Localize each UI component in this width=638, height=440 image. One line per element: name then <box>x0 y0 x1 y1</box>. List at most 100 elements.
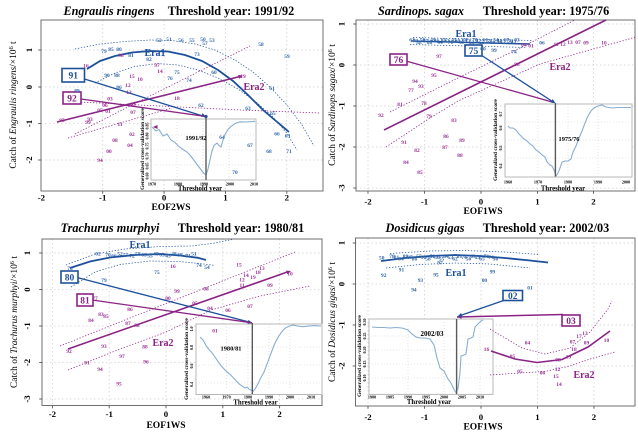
svg-text:16: 16 <box>484 347 490 353</box>
svg-text:1990: 1990 <box>404 395 412 400</box>
svg-text:77: 77 <box>408 88 414 94</box>
svg-text:81: 81 <box>128 53 134 59</box>
svg-text:58: 58 <box>258 42 264 48</box>
svg-text:Threshold year: Threshold year <box>541 186 585 193</box>
svg-text:49: 49 <box>430 38 436 44</box>
svg-text:05: 05 <box>97 108 103 114</box>
svg-text:82: 82 <box>146 57 152 63</box>
svg-text:67: 67 <box>247 143 253 149</box>
svg-text:96: 96 <box>421 255 427 261</box>
svg-text:Trachurus murphyi: Trachurus murphyi <box>61 221 160 235</box>
svg-text:99: 99 <box>491 48 497 54</box>
svg-text:88: 88 <box>403 254 409 260</box>
svg-text:45: 45 <box>451 38 457 44</box>
svg-text:93: 93 <box>418 278 424 284</box>
svg-text:13: 13 <box>126 90 132 96</box>
svg-text:02: 02 <box>129 132 135 138</box>
svg-text:03: 03 <box>107 96 113 102</box>
svg-text:84: 84 <box>88 318 94 324</box>
svg-text:0: 0 <box>162 193 167 203</box>
svg-text:64: 64 <box>462 38 468 44</box>
svg-text:59: 59 <box>486 39 492 45</box>
svg-text:0.60: 0.60 <box>145 173 150 180</box>
svg-text:2010: 2010 <box>307 395 315 400</box>
svg-text:0: 0 <box>22 287 32 292</box>
svg-text:63: 63 <box>141 252 147 258</box>
svg-text:Threshold year: Threshold year <box>407 399 451 406</box>
svg-text:54: 54 <box>493 38 499 44</box>
svg-text:58: 58 <box>135 251 141 257</box>
svg-text:2: 2 <box>277 409 282 419</box>
svg-text:-1: -1 <box>106 409 113 419</box>
svg-text:16: 16 <box>83 63 89 69</box>
svg-text:01: 01 <box>212 328 218 334</box>
svg-text:-2: -2 <box>364 197 372 207</box>
svg-text:0: 0 <box>337 281 347 286</box>
svg-text:61: 61 <box>457 254 463 260</box>
svg-text:EOF2WS: EOF2WS <box>151 203 190 213</box>
svg-text:55: 55 <box>479 40 485 46</box>
svg-text:-1: -1 <box>22 322 32 329</box>
svg-text:57: 57 <box>423 39 429 45</box>
svg-text:09: 09 <box>584 340 590 346</box>
svg-text:00: 00 <box>480 46 486 52</box>
svg-text:2002/03: 2002/03 <box>421 330 444 338</box>
svg-text:Era1: Era1 <box>455 29 476 40</box>
svg-text:0: 0 <box>164 409 169 419</box>
svg-text:0: 0 <box>479 197 484 207</box>
svg-text:EOF1WS: EOF1WS <box>146 421 185 431</box>
svg-text:71: 71 <box>484 254 490 260</box>
svg-text:Catch of Engraulis ringens/×10: Catch of Engraulis ringens/×106 t <box>8 41 19 169</box>
svg-text:2: 2 <box>591 197 596 207</box>
svg-text:Catch of Sardinops sagax/×106: Catch of Sardinops sagax/×106 t <box>327 44 338 166</box>
svg-text:Threshold year: Threshold year <box>233 400 277 407</box>
svg-text:51: 51 <box>166 37 172 43</box>
svg-text:87: 87 <box>442 145 448 151</box>
svg-text:45: 45 <box>153 251 159 257</box>
svg-text:Sardinops. sagax: Sardinops. sagax <box>378 4 464 18</box>
svg-text:Era2: Era2 <box>573 370 594 381</box>
svg-text:74: 74 <box>186 78 192 84</box>
svg-text:95: 95 <box>431 73 437 79</box>
svg-text:Catch of Trachurus murphyi/×10: Catch of Trachurus murphyi/×106 t <box>9 256 20 388</box>
svg-text:12: 12 <box>555 367 561 373</box>
svg-text:58: 58 <box>425 256 431 262</box>
svg-text:86: 86 <box>443 134 449 140</box>
svg-text:83: 83 <box>451 118 457 124</box>
svg-text:1970: 1970 <box>534 180 542 185</box>
svg-text:01: 01 <box>105 109 111 115</box>
svg-text:46: 46 <box>458 40 464 46</box>
svg-text:70: 70 <box>472 38 478 44</box>
svg-text:97: 97 <box>119 354 125 360</box>
svg-text:08: 08 <box>112 138 118 144</box>
svg-text:1980: 1980 <box>564 180 572 185</box>
svg-text:Generalized cross-validation s: Generalized cross-validation score <box>140 108 146 190</box>
svg-text:12: 12 <box>239 277 245 283</box>
svg-text:05: 05 <box>517 369 523 375</box>
svg-text:98: 98 <box>514 62 520 68</box>
svg-text:63: 63 <box>470 254 476 260</box>
svg-text:82: 82 <box>414 148 420 154</box>
svg-text:55: 55 <box>123 252 129 258</box>
svg-text:73: 73 <box>194 52 200 58</box>
svg-text:48: 48 <box>171 251 177 257</box>
svg-text:Threshold year: 1975/76: Threshold year: 1975/76 <box>483 4 609 18</box>
svg-text:52: 52 <box>500 40 506 46</box>
svg-text:0.4: 0.4 <box>498 164 503 169</box>
svg-text:92: 92 <box>378 113 384 119</box>
svg-text:-1: -1 <box>24 120 34 127</box>
svg-text:78: 78 <box>421 101 427 107</box>
svg-text:Generalized cross-validation s: Generalized cross-validation score <box>184 318 190 400</box>
svg-text:62: 62 <box>452 256 458 262</box>
svg-text:01: 01 <box>528 43 534 49</box>
svg-text:06: 06 <box>540 370 546 376</box>
svg-text:72: 72 <box>129 254 135 260</box>
svg-text:68: 68 <box>427 40 433 46</box>
svg-text:-1: -1 <box>337 321 347 328</box>
svg-text:52: 52 <box>430 254 436 260</box>
svg-text:0.8: 0.8 <box>189 345 194 350</box>
svg-text:78: 78 <box>389 254 395 260</box>
svg-text:99: 99 <box>85 120 91 126</box>
svg-text:66: 66 <box>274 131 280 137</box>
svg-text:16: 16 <box>170 264 176 270</box>
